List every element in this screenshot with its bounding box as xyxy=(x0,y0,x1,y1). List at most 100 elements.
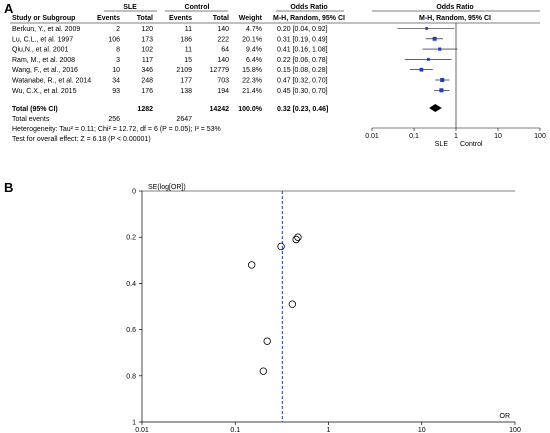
header-plot-label: Odds Ratio xyxy=(436,4,473,11)
total-ci: 0.32 [0.23, 0.46] xyxy=(277,106,328,113)
row-weight: 20.1% xyxy=(242,36,262,43)
funnel-x-tick-label: 0.01 xyxy=(135,427,149,433)
header-plot-method: M-H, Random, 95% CI xyxy=(419,15,491,22)
funnel-y-tick-label: 1 xyxy=(132,420,136,427)
funnel-y-tick-label: 0.8 xyxy=(126,373,136,380)
row-events-2: 11 xyxy=(185,47,192,54)
header-group1: SLE xyxy=(123,4,137,11)
row-ci: 0.22 [0.06, 0.78] xyxy=(277,57,328,64)
funnel-y-tick-label: 0.6 xyxy=(126,327,136,334)
row-ci: 0.45 [0.30, 0.70] xyxy=(277,88,328,95)
effect-square xyxy=(426,57,430,61)
events-label: Total events xyxy=(12,116,50,123)
events-e1: 256 xyxy=(108,116,120,123)
row-study: Qiu,N., et al. 2001 xyxy=(12,47,69,54)
header-total-2: Total xyxy=(213,15,229,22)
row-total-2: 64 xyxy=(221,47,229,54)
header-total-1: Total xyxy=(137,15,153,22)
row-total-2: 222 xyxy=(217,36,229,43)
row-events-1: 3 xyxy=(116,57,120,64)
row-weight: 6.4% xyxy=(246,57,262,64)
header-or-label: Odds Ratio xyxy=(290,4,327,11)
row-ci: 0.20 [0.04, 0.92] xyxy=(277,26,328,33)
row-weight: 9.4% xyxy=(246,47,262,54)
row-total-2: 12779 xyxy=(210,67,230,74)
row-total-1: 176 xyxy=(141,88,153,95)
total-n2: 14242 xyxy=(210,106,230,113)
funnel-x-tick-label: 10 xyxy=(418,427,426,433)
overall-test: Test for overall effect: Z = 6.18 (P < 0… xyxy=(12,136,151,143)
row-events-1: 93 xyxy=(112,88,120,95)
row-study: Lu, C.L., et al. 1997 xyxy=(12,36,73,43)
header-events-1: Events xyxy=(97,15,120,22)
funnel-point xyxy=(294,233,302,241)
funnel-point xyxy=(263,337,271,345)
funnel-point xyxy=(277,242,285,251)
row-ci: 0.31 [0.19, 0.49] xyxy=(277,36,328,43)
favours-right: Control xyxy=(460,141,483,148)
funnel-point xyxy=(288,300,297,308)
row-events-1: 34 xyxy=(112,78,120,85)
row-study: Wu, C.X., et al. 2015 xyxy=(12,88,77,95)
forest-tick-label: 10 xyxy=(494,133,502,140)
row-weight: 21.4% xyxy=(242,88,262,95)
total-n1: 1282 xyxy=(137,106,153,113)
header-events-2: Events xyxy=(169,15,192,22)
row-total-2: 194 xyxy=(217,88,229,95)
header-or-method: M-H, Random, 95% CI xyxy=(273,15,345,22)
effect-square xyxy=(425,27,428,30)
row-study: Wang, F., et al., 2016 xyxy=(12,67,78,74)
row-weight: 15.8% xyxy=(242,67,262,74)
header-weight: Weight xyxy=(239,15,263,22)
events-e2: 2647 xyxy=(176,116,192,123)
funnel-y-tick-label: 0.4 xyxy=(126,281,136,288)
row-total-1: 248 xyxy=(141,78,153,85)
row-events-2: 11 xyxy=(185,26,192,33)
total-label: Total (95% CI) xyxy=(12,106,58,113)
funnel-y-tick-label: 0.2 xyxy=(126,235,136,242)
funnel-point xyxy=(259,367,268,375)
row-total-1: 102 xyxy=(141,47,153,54)
row-total-1: 346 xyxy=(141,67,153,74)
header-study: Study or Subgroup xyxy=(12,15,75,22)
funnel-x-tick-label: 100 xyxy=(509,427,521,433)
forest-tick-label: 100 xyxy=(534,133,546,140)
favours-left: SLE xyxy=(435,141,449,148)
funnel-point xyxy=(247,261,256,269)
header-group2: Control xyxy=(185,4,210,11)
funnel-y-tick-label: 0 xyxy=(132,189,136,196)
funnel-xlabel: OR xyxy=(500,413,511,420)
row-study: Berkun, Y., et al. 2009 xyxy=(12,26,80,33)
effect-square xyxy=(432,36,437,41)
row-study: Ram, M., et al. 2008 xyxy=(12,57,75,64)
row-events-2: 138 xyxy=(180,88,192,95)
row-events-1: 106 xyxy=(108,36,120,43)
funnel-ylabel: SE(log[OR]) xyxy=(148,184,186,191)
funnel-point xyxy=(292,235,300,244)
row-events-1: 10 xyxy=(112,67,120,74)
forest-tick-label: 1 xyxy=(454,133,458,140)
row-total-1: 117 xyxy=(142,57,153,64)
funnel-x-tick-label: 1 xyxy=(327,427,331,433)
row-weight: 22.3% xyxy=(242,78,262,85)
row-events-2: 2109 xyxy=(176,67,192,74)
row-ci: 0.41 [0.16, 1.08] xyxy=(277,47,328,54)
effect-square xyxy=(419,67,424,72)
row-events-2: 177 xyxy=(180,78,192,85)
effect-square xyxy=(439,88,444,93)
row-ci: 0.47 [0.32, 0.70] xyxy=(277,78,328,85)
forest-plot: SLE Control Odds Ratio Odds Ratio Study … xyxy=(10,4,546,148)
row-events-2: 15 xyxy=(184,57,192,64)
row-weight: 4.7% xyxy=(246,26,262,33)
row-events-1: 2 xyxy=(116,26,120,33)
heterogeneity: Heterogeneity: Tau² = 0.11; Chi² = 12.72… xyxy=(12,126,221,133)
forest-tick-label: 0.01 xyxy=(365,133,379,140)
panel-b-letter: B xyxy=(4,180,14,195)
row-ci: 0.15 [0.08, 0.28] xyxy=(277,67,328,74)
row-total-1: 173 xyxy=(141,36,153,43)
row-events-1: 8 xyxy=(116,47,120,54)
forest-tick-label: 0.1 xyxy=(409,133,419,140)
effect-square xyxy=(438,47,442,51)
pooled-diamond xyxy=(429,104,442,112)
